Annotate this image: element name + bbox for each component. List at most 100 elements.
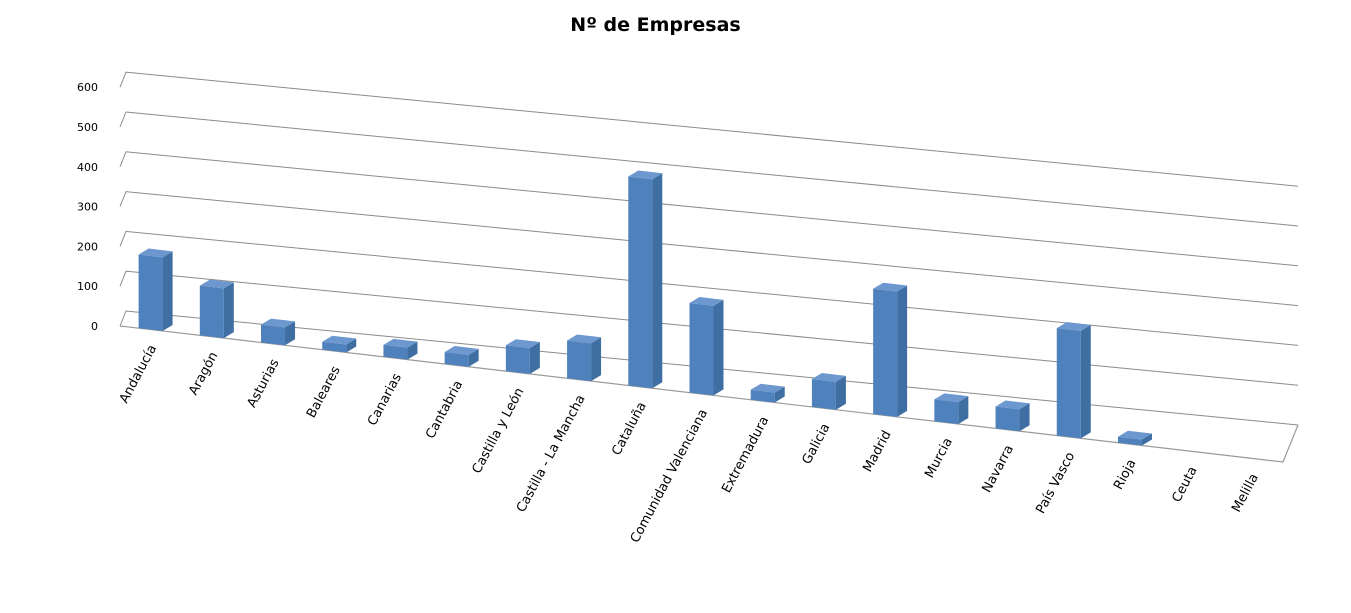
gridline	[119, 310, 1299, 426]
bar-side	[407, 341, 418, 360]
bar-top	[995, 400, 1030, 410]
bar-top	[505, 339, 540, 349]
x-tick-label: País Vasco	[1033, 450, 1078, 517]
bar	[689, 297, 724, 396]
bar-side	[162, 251, 173, 331]
bar-front	[995, 406, 1020, 432]
bar-side	[346, 338, 357, 353]
bar	[567, 334, 602, 382]
x-tick-label: Castilla - La Mancha	[514, 393, 589, 516]
gridline	[119, 111, 1299, 227]
bar-side	[1080, 324, 1091, 439]
bar-front	[1056, 328, 1081, 439]
bar-top	[873, 282, 908, 292]
x-tick-label: Andalucía	[117, 342, 160, 405]
bar	[628, 170, 663, 389]
x-tick-label: Madrid	[860, 428, 894, 474]
y-tick-label: 300	[77, 201, 98, 214]
bar-front	[689, 303, 714, 396]
x-tick-label: Rioja	[1111, 457, 1139, 492]
bar-front	[199, 285, 224, 339]
bar-top	[138, 248, 173, 258]
bar-front	[322, 341, 347, 353]
bar	[261, 318, 296, 346]
x-tick-label: Comunidad Valenciana	[628, 407, 711, 546]
y-tick-label: 0	[91, 320, 98, 333]
x-tick-label: Asturias	[245, 357, 283, 411]
bar-side	[591, 337, 602, 382]
y-axis-ticks: 0 100 200 300 400 500 600	[77, 81, 98, 333]
bar-side	[529, 342, 540, 374]
bar-front	[138, 254, 163, 331]
gridline	[119, 71, 1299, 187]
bar-top	[689, 297, 724, 306]
bar-top	[628, 170, 663, 180]
x-tick-label: Extremadura	[719, 414, 772, 496]
bar	[934, 393, 969, 425]
bar-front	[383, 344, 408, 360]
bar-front	[811, 379, 836, 410]
y-tick-label: 500	[77, 121, 98, 134]
bar-top	[567, 334, 602, 344]
bar-front	[261, 324, 286, 346]
x-tick-label: Baleares	[304, 364, 344, 421]
bar-top	[444, 346, 479, 355]
bar-side	[958, 396, 969, 425]
bar-top	[322, 335, 357, 345]
bar	[1056, 322, 1091, 439]
bar-top	[750, 383, 785, 393]
x-tick-label: Aragón	[186, 350, 221, 398]
bar-front	[567, 340, 592, 382]
bar-top	[383, 338, 418, 348]
gridline	[119, 151, 1299, 267]
x-tick-label: Galicia	[800, 421, 834, 467]
bar-top	[934, 393, 969, 403]
bar-side	[223, 282, 234, 339]
x-tick-label: Murcia	[922, 435, 956, 480]
bar	[383, 338, 418, 360]
bar	[995, 400, 1030, 432]
bar-side	[1141, 433, 1152, 446]
bars	[138, 170, 1152, 446]
bar-top	[261, 318, 296, 328]
gridlines	[119, 71, 1299, 463]
x-tick-label: Cantabria	[423, 378, 466, 441]
x-tick-label: Navarra	[980, 443, 1018, 496]
x-tick-label: Melilla	[1229, 471, 1262, 515]
bar	[505, 339, 540, 374]
bar	[811, 373, 846, 410]
bar-side	[285, 321, 296, 346]
floor-edge	[119, 325, 1299, 463]
bar-side	[1019, 403, 1030, 432]
bar	[199, 279, 234, 339]
x-tick-label: Cataluña	[609, 400, 650, 458]
bar	[873, 282, 908, 417]
bar-front	[873, 288, 898, 417]
bar-top	[811, 373, 846, 382]
x-tick-label: Ceuta	[1169, 464, 1200, 505]
bar	[1117, 430, 1152, 446]
x-tick-label: Canarias	[365, 371, 405, 429]
x-tick-label: Castilla y León	[470, 385, 528, 476]
bar-front	[505, 345, 530, 374]
bar-front	[1117, 436, 1142, 446]
bar-top	[1056, 322, 1091, 331]
y-tick-label: 400	[77, 161, 98, 174]
bar-side	[897, 285, 908, 417]
bar-front	[750, 389, 775, 403]
bar-side	[713, 299, 724, 396]
gridline	[119, 230, 1299, 346]
bar-side	[835, 375, 846, 410]
y-tick-label: 600	[77, 81, 98, 94]
bar-front	[934, 399, 959, 425]
y-tick-label: 100	[77, 280, 98, 293]
bar-top	[199, 279, 234, 289]
bar-side	[468, 348, 479, 367]
bar	[322, 335, 357, 353]
bar-side	[774, 386, 785, 403]
bar-front	[628, 176, 653, 389]
y-tick-label: 200	[77, 240, 98, 253]
bar	[444, 346, 479, 367]
